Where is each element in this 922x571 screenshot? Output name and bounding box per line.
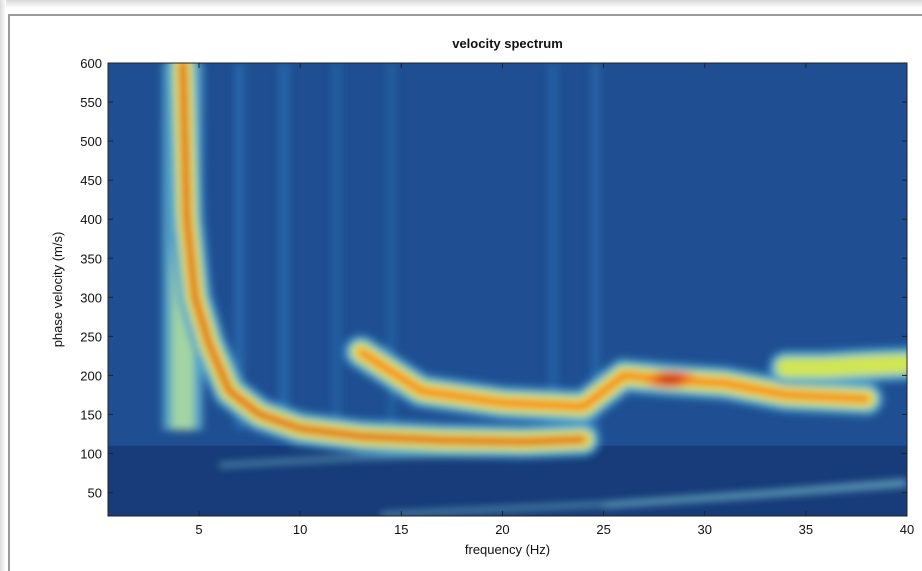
x-tick-label: 35 [799, 522, 813, 537]
scan-edge-top [0, 0, 922, 8]
y-tick-label: 500 [80, 134, 102, 149]
ridge-higher-mode [356, 347, 871, 411]
vertical-streak [591, 63, 600, 431]
hotspot-core [656, 375, 685, 384]
y-tick-label: 100 [80, 447, 102, 462]
x-tick-label: 25 [596, 522, 610, 537]
y-axis-label: phase velocity (m/s) [50, 232, 65, 348]
x-tick-label: 5 [195, 522, 202, 537]
vertical-streak [234, 63, 245, 431]
y-tick-label: 400 [80, 212, 102, 227]
y-tick-label: 50 [88, 486, 102, 501]
thin-streak [219, 451, 503, 468]
frame-border-top [8, 14, 922, 16]
vertical-streak [278, 63, 289, 431]
y-axis: 50 100 150 200 250 300 350 400 450 500 550 600 [80, 56, 907, 501]
x-tick-label: 30 [697, 522, 711, 537]
vertical-streak [387, 63, 396, 431]
y-tick-label: 300 [80, 290, 102, 305]
y-tick-label: 550 [80, 95, 102, 110]
vertical-streak [548, 63, 559, 431]
energy-ridges [162, 63, 907, 516]
x-tick-label: 20 [495, 522, 509, 537]
thin-streak [380, 478, 907, 516]
x-tick-label: 15 [394, 522, 408, 537]
vertical-streak [332, 63, 341, 431]
y-tick-label: 150 [80, 407, 102, 422]
axes-box [107, 62, 908, 517]
chart-title: velocity spectrum [452, 36, 563, 51]
y-tick-label: 250 [80, 329, 102, 344]
y-tick-label: 200 [80, 368, 102, 383]
x-tick-label: 10 [293, 522, 307, 537]
x-axis-label: frequency (Hz) [465, 542, 550, 557]
thin-streak [603, 482, 907, 508]
ridge-upper-ridge [776, 354, 907, 377]
ridge-fundamental-mode [180, 63, 586, 444]
plot-area [108, 63, 907, 516]
y-tick-label: 450 [80, 173, 102, 188]
y-tick-label: 350 [80, 251, 102, 266]
y-tick-label: 600 [80, 56, 102, 71]
x-tick-label: 40 [900, 522, 914, 537]
scan-edge-left [0, 0, 6, 571]
frame-border-left [8, 14, 10, 571]
